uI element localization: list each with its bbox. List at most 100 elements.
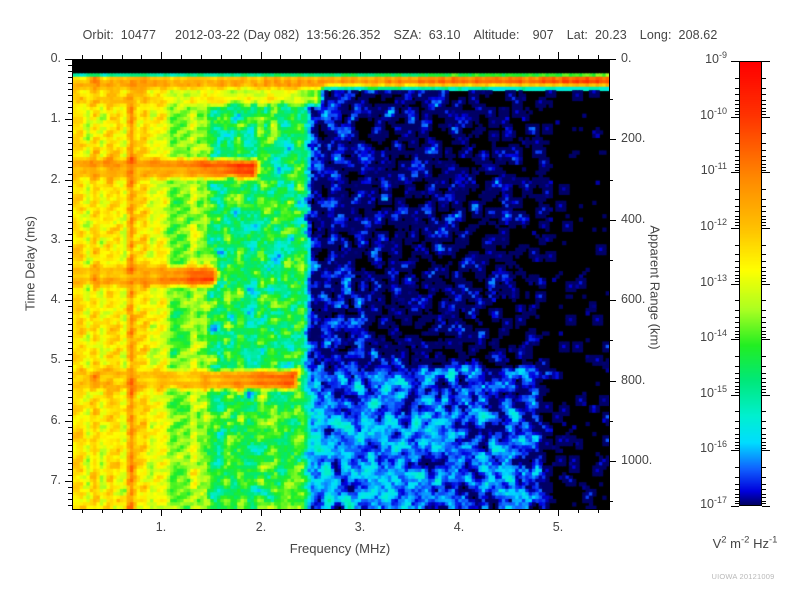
axis-tick (459, 52, 460, 59)
axis-tick (609, 59, 616, 60)
long-label: Long: (639, 28, 672, 42)
colorbar-tick (731, 228, 739, 229)
axis-tick (360, 509, 361, 516)
colorbar-label-exponent: -12 (713, 216, 727, 227)
colorbar-tick (762, 503, 766, 504)
colorbar-label-mantissa: 10 (705, 52, 719, 66)
unit-m-exponent: -2 (741, 534, 750, 546)
colorbar-tick (762, 331, 766, 332)
colorbar-tick-label: 10-12 (669, 216, 727, 233)
colorbar-tick (762, 300, 766, 301)
colorbar-tick (762, 206, 766, 207)
footer-credit: UIOWA 20121009 (711, 572, 775, 581)
colorbar-tick (762, 327, 766, 328)
x-axis-tick-label: 5. (552, 520, 564, 534)
colorbar-tick (762, 395, 770, 396)
colorbar-tick (762, 317, 766, 318)
y-axis-tick-label: 5. (50, 352, 61, 366)
colorbar-label-mantissa: 10 (700, 275, 714, 289)
colorbar-tick (762, 216, 766, 217)
radargram-heatmap (73, 60, 609, 509)
long-value: 208.62 (678, 28, 718, 42)
colorbar-label-exponent: -11 (714, 160, 727, 171)
axis-tick (360, 52, 361, 59)
colorbar-tick-label: 10-14 (669, 328, 727, 344)
colorbar-label-exponent: -17 (713, 494, 727, 505)
axis-tick (65, 240, 72, 241)
colorbar-tick (762, 172, 770, 173)
colorbar-label-exponent: -10 (713, 105, 727, 116)
colorbar-tick (731, 395, 739, 396)
altitude-label: Altitude: (473, 28, 520, 42)
colorbar-tick (762, 189, 766, 190)
colorbar-tick (762, 88, 766, 89)
y-axis-tick-label: 6. (50, 413, 61, 427)
x-axis-tick-label: 1. (155, 520, 167, 534)
sza-value: 63.10 (428, 28, 461, 42)
time-value: 13:56:26.352 (306, 28, 381, 42)
colorbar-label-mantissa: 10 (700, 386, 714, 400)
colorbar-tick (731, 61, 739, 62)
altitude-value: 907 (532, 28, 554, 42)
x-axis-tick-label: 4. (453, 520, 465, 534)
colorbar-tick (762, 100, 766, 101)
colorbar-tick (762, 199, 766, 200)
colorbar-tick (762, 156, 766, 157)
orbit-label: Orbit: (82, 28, 114, 42)
colorbar-tick (762, 339, 770, 340)
colorbar-label-mantissa: 10 (700, 330, 714, 344)
axis-tick (161, 52, 162, 59)
colorbar-tick-label: 10-9 (669, 49, 727, 66)
colorbar-tick-label: 10-13 (669, 272, 727, 289)
axis-tick (65, 180, 72, 181)
unit-v-exponent: 2 (721, 534, 727, 546)
colorbar-tick (762, 442, 766, 443)
lat-value: 20.23 (594, 28, 627, 42)
unit-hz-exponent: -1 (768, 534, 778, 546)
colorbar-tick (762, 366, 766, 367)
y2-axis-title: Apparent Range (km) (647, 225, 663, 350)
colorbar-tick (762, 477, 766, 478)
colorbar-tick (762, 448, 766, 449)
colorbar-label-exponent: -9 (718, 49, 727, 60)
colorbar-label-exponent: -16 (713, 438, 727, 449)
x-axis-title: Frequency (MHz) (289, 541, 391, 556)
unit-m: m (726, 536, 741, 551)
colorbar-tick (762, 382, 766, 383)
axis-tick (609, 300, 616, 301)
colorbar-tick (762, 278, 766, 279)
colorbar-tick (762, 133, 766, 134)
colorbar-tick (762, 484, 766, 485)
colorbar-tick (762, 254, 766, 255)
y2-axis-tick-label: 0. (621, 51, 632, 65)
colorbar-label-exponent: -15 (713, 383, 727, 394)
colorbar-tick (762, 428, 766, 429)
header-metadata-line: Orbit: 10477 2012-03-22 (Day 082) 13:56:26.… (0, 28, 800, 42)
sza-label: SZA: (393, 28, 422, 42)
y2-axis-tick-label: 1000. (621, 453, 653, 467)
colorbar-tick (762, 114, 766, 115)
y2-axis-tick-label: 200. (621, 131, 646, 145)
colorbar-tick (762, 281, 766, 282)
axis-tick (609, 461, 616, 462)
colorbar-tick-label: 10-16 (669, 438, 727, 455)
colorbar-tick (762, 78, 766, 79)
colorbar-tick (762, 267, 766, 268)
colorbar-tick (762, 261, 766, 262)
colorbar-tick-label: 10-15 (669, 383, 727, 400)
colorbar-tick (731, 339, 739, 340)
y2-axis-tick-label: 800. (621, 373, 646, 387)
colorbar-tick (762, 271, 766, 272)
colorbar-tick (762, 494, 766, 495)
colorbar-label-exponent: -13 (713, 272, 727, 283)
axis-tick (261, 509, 262, 516)
date-value: 2012-03-22 (Day 082) (175, 28, 300, 42)
colorbar-tick (762, 167, 766, 168)
colorbar-tick (762, 222, 766, 223)
colorbar-unit-label: V2 m-2 Hz-1 (690, 534, 800, 551)
lat-label: Lat: (566, 28, 588, 42)
axis-tick (558, 52, 559, 59)
colorbar-tick (762, 497, 766, 498)
colorbar-tick (762, 219, 766, 220)
colorbar-tick (762, 411, 766, 412)
